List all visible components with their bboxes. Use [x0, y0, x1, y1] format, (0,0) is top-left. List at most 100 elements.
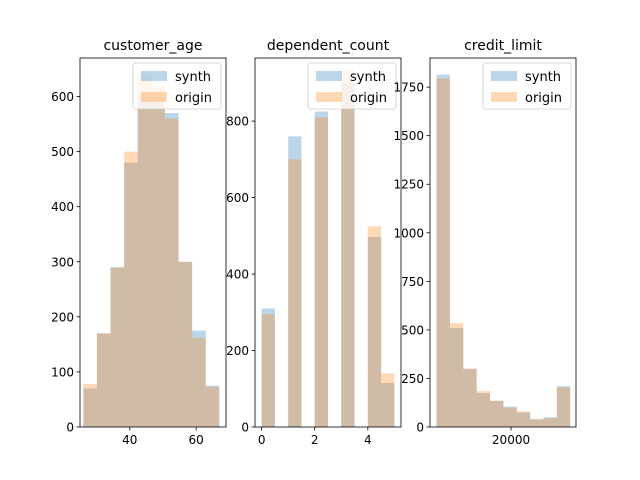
bar-synth — [96, 333, 111, 427]
bar-origin — [516, 411, 531, 427]
legend-label-origin: origin — [525, 91, 562, 106]
legend-label-origin: origin — [350, 91, 387, 106]
y-tick-label: 100 — [51, 365, 74, 379]
y-tick-label: 250 — [401, 372, 424, 386]
y-tick-label: 1000 — [393, 226, 424, 240]
legend: synth origin — [482, 62, 572, 110]
bar-synth — [556, 386, 571, 427]
bar-synth — [192, 330, 206, 427]
legend: synth origin — [307, 62, 397, 110]
bar-synth — [476, 393, 491, 427]
bar-origin — [490, 400, 504, 427]
y-tick-label: 0 — [66, 421, 74, 435]
bar-synth — [530, 419, 544, 427]
y-tick-label: 1250 — [393, 178, 424, 192]
y-tick-label: 0 — [416, 421, 424, 435]
bar-origin — [556, 387, 571, 427]
bar-origin — [96, 333, 111, 427]
bar-synth — [151, 96, 165, 428]
y-tick-label: 400 — [51, 200, 74, 214]
y-tick-label: 200 — [51, 310, 74, 324]
y-tick-label: 600 — [226, 191, 249, 205]
y-tick-label: 750 — [401, 275, 424, 289]
x-tick-label: 60 — [188, 433, 203, 447]
y-tick-label: 1500 — [393, 129, 424, 143]
legend-box — [307, 62, 397, 110]
bar-synth — [367, 236, 382, 427]
axes-frame — [429, 57, 577, 428]
bar-origin — [314, 117, 328, 428]
bar-origin — [261, 314, 275, 427]
bar-synth — [463, 368, 477, 427]
bar-synth — [436, 74, 450, 427]
bar-origin — [341, 69, 355, 427]
subplot-credit_limit: 0 250 500 750 1000 1250 1500 1750 20000 credit_li… — [393, 38, 577, 447]
bar-origin — [503, 407, 517, 427]
bar-synth — [543, 417, 557, 427]
bar-origin — [530, 419, 544, 427]
bar-synth — [449, 327, 464, 427]
bar-synth — [205, 385, 220, 427]
axes-frame — [254, 57, 402, 428]
x-tick-label: 2 — [311, 433, 319, 447]
bar-origin — [205, 386, 220, 427]
y-tick-label: 1750 — [393, 81, 424, 95]
bar-synth — [503, 406, 517, 427]
axes-frame — [79, 57, 227, 428]
legend-label-synth: synth — [175, 70, 211, 85]
bar-synth — [314, 111, 328, 427]
legend-swatch-synth — [316, 71, 342, 81]
legend-swatch-synth — [491, 71, 517, 81]
legend-swatch-origin — [141, 92, 167, 102]
y-tick-label: 500 — [401, 323, 424, 337]
bar-origin — [178, 261, 193, 427]
y-tick-label: 800 — [226, 115, 249, 129]
bar-origin — [449, 323, 464, 427]
x-tick-label: 4 — [364, 433, 372, 447]
legend-label-origin: origin — [175, 91, 212, 106]
bar-origin — [476, 391, 491, 427]
legend-box — [482, 62, 572, 110]
bar-origin — [110, 267, 125, 427]
bar-synth — [83, 388, 97, 427]
bar-synth — [110, 267, 125, 427]
legend-swatch-synth — [141, 71, 167, 81]
bar-origin — [543, 418, 557, 427]
legend-swatch-origin — [491, 92, 517, 102]
bar-synth — [490, 400, 504, 427]
bar-synth — [124, 162, 138, 427]
y-tick-label: 0 — [241, 421, 249, 435]
legend-label-synth: synth — [525, 70, 561, 85]
subplot-customer_age: 0 100 200 300 400 500 600 40 60 customer_agesynth… — [51, 38, 227, 447]
x-tick-label: 0 — [258, 433, 266, 447]
y-tick-label: 600 — [51, 90, 74, 104]
bar-origin — [83, 384, 97, 427]
bar-origin — [151, 85, 165, 427]
y-tick-label: 500 — [51, 145, 74, 159]
y-tick-label: 200 — [226, 344, 249, 358]
bar-synth — [137, 96, 152, 428]
x-tick-label: 40 — [122, 433, 137, 447]
legend: synth origin — [132, 62, 222, 110]
bar-origin — [381, 373, 395, 427]
bar-synth — [516, 412, 531, 427]
bar-origin — [124, 151, 138, 427]
bar-synth — [178, 261, 193, 427]
x-tick-label: 20000 — [492, 433, 530, 447]
subplot-title: customer_age — [103, 38, 202, 54]
bar-origin — [367, 226, 382, 427]
bar-origin — [288, 159, 302, 427]
y-tick-label: 300 — [51, 255, 74, 269]
legend-label-synth: synth — [350, 70, 386, 85]
bar-synth — [288, 136, 302, 427]
bar-origin — [436, 78, 450, 427]
bar-synth — [341, 82, 355, 427]
bar-origin — [137, 74, 152, 428]
y-tick-label: 400 — [226, 268, 249, 282]
bar-origin — [164, 118, 179, 427]
bar-synth — [261, 308, 275, 427]
bar-origin — [192, 337, 206, 427]
subplot-title: credit_limit — [464, 38, 542, 54]
